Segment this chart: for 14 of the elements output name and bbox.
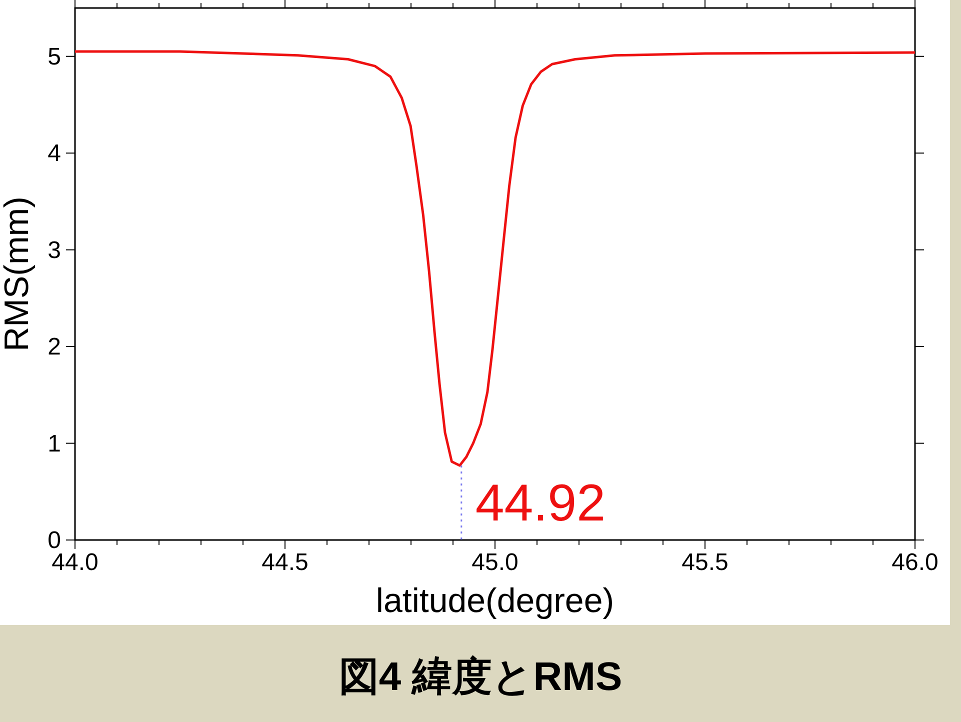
y-tick-label: 3 bbox=[48, 236, 61, 264]
text: 図4 緯度とRMS bbox=[338, 655, 622, 699]
y-axis-title: RMS(mm) bbox=[0, 196, 36, 352]
y-tick-label: 1 bbox=[48, 430, 61, 458]
y-tick-label: 2 bbox=[48, 334, 61, 361]
x-tick-label: 44.5 bbox=[262, 549, 308, 576]
x-axis-title: latitude(degree) bbox=[376, 582, 614, 620]
x-tick-label: 46.0 bbox=[892, 549, 938, 576]
line-series bbox=[74, 50, 916, 467]
annotation: 44.92 bbox=[475, 474, 606, 533]
x-tick-label: 45.0 bbox=[472, 549, 518, 576]
y-tick-label: 5 bbox=[48, 43, 61, 70]
y-tick-label: 4 bbox=[48, 140, 61, 168]
x-tick-label: 45.5 bbox=[682, 549, 728, 576]
